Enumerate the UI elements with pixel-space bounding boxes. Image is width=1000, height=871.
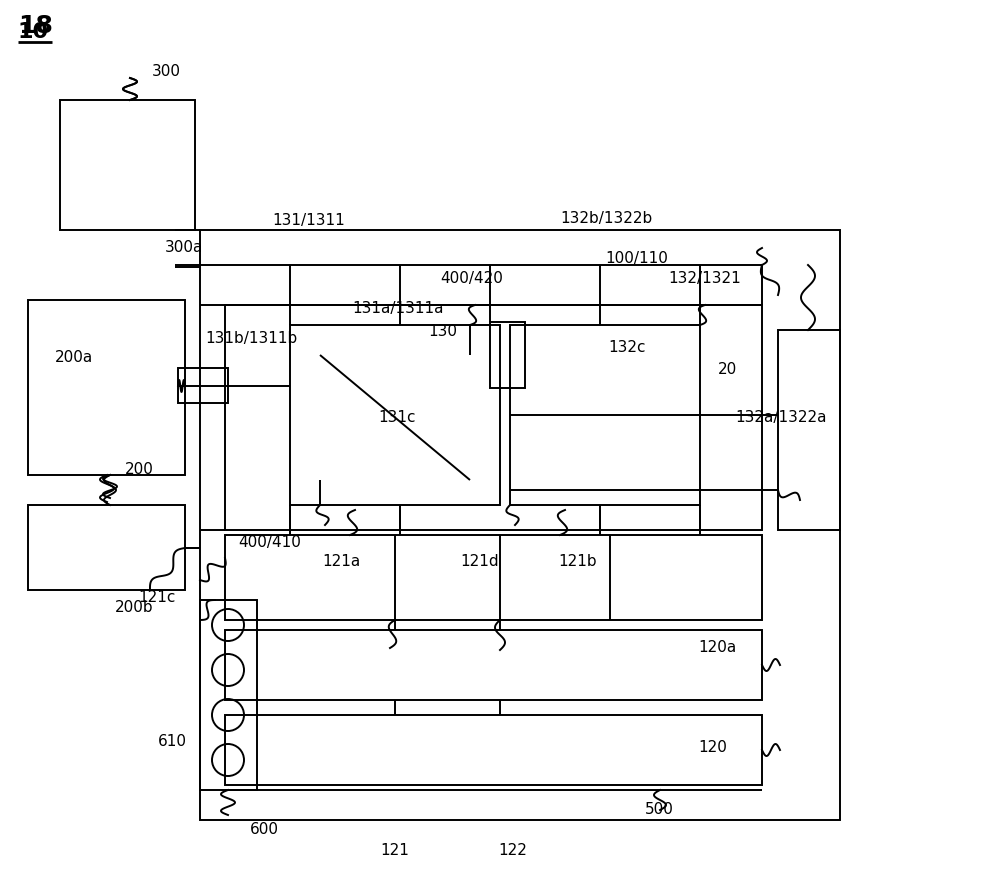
Bar [290, 325, 500, 505]
Text: 400/420: 400/420 [440, 271, 503, 286]
Bar [28, 505, 185, 590]
Bar [225, 715, 762, 785]
Bar [225, 305, 762, 530]
Text: 120: 120 [698, 740, 727, 755]
Text: 130: 130 [428, 325, 457, 340]
Text: 600: 600 [250, 822, 279, 838]
Bar [200, 600, 257, 790]
Text: 610: 610 [158, 734, 187, 750]
Text: 200b: 200b [115, 600, 154, 616]
Text: 400/410: 400/410 [238, 535, 301, 550]
Bar [225, 630, 762, 700]
Text: 131/1311: 131/1311 [272, 213, 345, 227]
Text: 121: 121 [380, 842, 409, 858]
Text: 500: 500 [645, 802, 674, 818]
Text: 131a/1311a: 131a/1311a [352, 300, 444, 315]
Text: 18: 18 [18, 14, 53, 38]
Text: 300: 300 [152, 64, 181, 79]
Text: 131c: 131c [378, 410, 416, 426]
Bar [225, 535, 762, 620]
Text: 121c: 121c [138, 591, 175, 605]
Text: 132b/1322b: 132b/1322b [560, 211, 652, 226]
Text: 120a: 120a [698, 640, 736, 656]
Bar [490, 322, 525, 388]
Text: 300a: 300a [165, 240, 203, 255]
Text: 100/110: 100/110 [605, 251, 668, 266]
Bar [60, 100, 195, 230]
Bar [28, 300, 185, 475]
Text: 121b: 121b [558, 555, 597, 570]
Text: 132/1321: 132/1321 [668, 271, 741, 286]
Text: 200a: 200a [55, 350, 93, 366]
Text: 132a/1322a: 132a/1322a [735, 410, 826, 426]
Text: 200: 200 [125, 463, 154, 477]
Text: 122: 122 [498, 842, 527, 858]
Bar [510, 325, 700, 505]
Bar [178, 368, 228, 403]
Bar [778, 330, 840, 530]
Text: 132c: 132c [608, 341, 646, 355]
Bar [200, 230, 840, 820]
Text: 131b/1311b: 131b/1311b [205, 330, 297, 346]
Text: 121a: 121a [322, 555, 360, 570]
Text: 10: 10 [18, 22, 49, 42]
Text: 121d: 121d [460, 555, 499, 570]
Text: 20: 20 [718, 362, 737, 377]
